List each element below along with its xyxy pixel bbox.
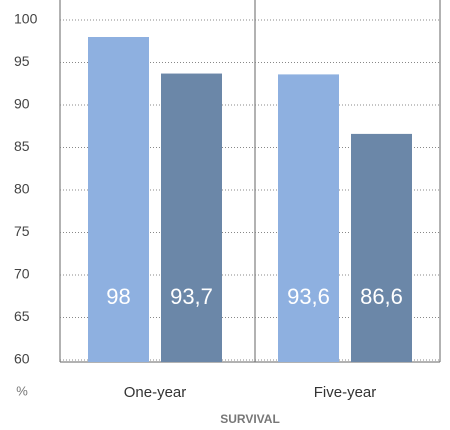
- x-tick-label: Five-year: [314, 384, 377, 401]
- bar: [88, 37, 149, 362]
- x-axis-title: SURVIVAL: [220, 412, 280, 426]
- y-tick-label: 80: [14, 181, 30, 197]
- value-label: 86,6: [360, 284, 403, 309]
- y-unit-label: %: [16, 383, 28, 398]
- value-label: 98: [106, 284, 130, 309]
- y-tick-label: 100: [14, 11, 38, 27]
- y-tick-label: 65: [14, 308, 30, 324]
- bar: [278, 74, 339, 363]
- y-tick-label: 85: [14, 138, 30, 154]
- x-tick-label: One-year: [124, 384, 187, 401]
- y-tick-label: 75: [14, 223, 30, 239]
- y-tick-label: 60: [14, 351, 30, 367]
- y-tick-label: 95: [14, 53, 30, 69]
- y-tick-label: 70: [14, 266, 30, 282]
- bar: [161, 73, 222, 363]
- value-label: 93,6: [287, 284, 330, 309]
- bar: [351, 133, 412, 362]
- y-tick-label: 90: [14, 96, 30, 112]
- value-label: 93,7: [170, 284, 213, 309]
